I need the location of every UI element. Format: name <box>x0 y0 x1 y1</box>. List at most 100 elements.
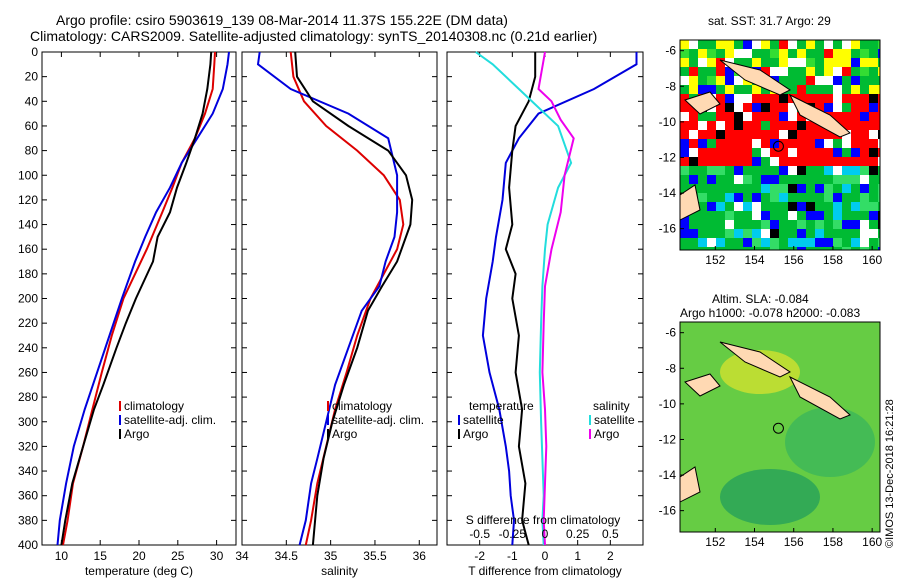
sst-cell <box>707 148 716 157</box>
sst-cell <box>788 157 797 166</box>
sst-cell <box>734 166 743 175</box>
sst-cell <box>716 94 725 103</box>
sst-cell <box>779 121 788 130</box>
sst-cell <box>779 247 788 250</box>
sst-cell <box>797 238 806 247</box>
sst-cell <box>716 112 725 121</box>
sst-cell <box>734 76 743 85</box>
sst-cell <box>734 40 743 49</box>
sst-cell <box>797 157 806 166</box>
sst-cell <box>788 238 797 247</box>
y-tick-label: 280 <box>18 390 38 404</box>
x-tick-label: -1 <box>507 549 518 563</box>
sst-cell <box>707 40 716 49</box>
sst-cell <box>770 103 779 112</box>
sst-cell <box>815 238 824 247</box>
sst-cell <box>869 211 878 220</box>
legend-label: Argo <box>332 427 358 441</box>
figure-title-line2: Climatology: CARS2009. Satellite-adjuste… <box>30 28 598 44</box>
sst-cell <box>779 184 788 193</box>
sst-cell <box>797 148 806 157</box>
sst-cell <box>716 157 725 166</box>
sst-cell <box>779 49 788 58</box>
sst-cell <box>824 202 833 211</box>
sst-cell <box>851 211 860 220</box>
series-argo <box>60 51 213 546</box>
sst-cell <box>878 247 880 250</box>
sst-cell <box>770 40 779 49</box>
sst-cell <box>725 121 734 130</box>
sst-cell <box>752 94 761 103</box>
sst-cell <box>752 112 761 121</box>
sst-cell <box>842 148 851 157</box>
sst-cell <box>761 175 770 184</box>
sst-cell <box>725 130 734 139</box>
sst-cell <box>680 94 689 103</box>
map-y-tick-label: -16 <box>659 504 677 518</box>
sst-cell <box>851 94 860 103</box>
sst-cell <box>725 112 734 121</box>
sst-cell <box>851 130 860 139</box>
sst-cell <box>698 130 707 139</box>
sst-cell <box>779 157 788 166</box>
sst-cell <box>860 166 869 175</box>
sst-cell <box>860 238 869 247</box>
sst-cell <box>797 94 806 103</box>
sst-cell <box>806 166 815 175</box>
sst-cell <box>761 238 770 247</box>
map-x-tick-label: 160 <box>862 253 882 267</box>
sla-low-blob <box>785 407 875 477</box>
sst-cell <box>698 67 707 76</box>
sst-cell <box>680 121 689 130</box>
sst-cell <box>770 175 779 184</box>
sst-cell <box>761 85 770 94</box>
sst-cell <box>806 76 815 85</box>
sst-cell <box>770 238 779 247</box>
sst-cell <box>869 112 878 121</box>
sst-cell <box>752 130 761 139</box>
sst-cell <box>761 229 770 238</box>
sst-cell <box>824 40 833 49</box>
map-x-tick-label: 160 <box>862 535 882 549</box>
sst-cell <box>743 229 752 238</box>
sst-cell <box>824 229 833 238</box>
x-tick-label: 35.5 <box>363 549 387 563</box>
sst-cell <box>869 157 878 166</box>
salinity-tick-label: -0.25 <box>499 527 527 541</box>
sst-cell <box>779 202 788 211</box>
sst-cell <box>824 139 833 148</box>
sst-cell <box>779 175 788 184</box>
sst-cell <box>788 67 797 76</box>
sst-cell <box>716 166 725 175</box>
sst-cell <box>779 40 788 49</box>
sst-cell <box>842 238 851 247</box>
sst-cell <box>869 175 878 184</box>
sst-cell <box>806 157 815 166</box>
sst-cell <box>689 85 698 94</box>
sst-cell <box>851 157 860 166</box>
sst-cell <box>770 49 779 58</box>
sst-cell <box>716 211 725 220</box>
sst-cell <box>743 130 752 139</box>
sst-cell <box>689 58 698 67</box>
sst-cell <box>833 238 842 247</box>
sst-cell <box>689 40 698 49</box>
sst-cell <box>797 211 806 220</box>
map-x-tick-label: 152 <box>705 253 725 267</box>
sst-cell <box>761 220 770 229</box>
sst-cell <box>752 202 761 211</box>
sst-cell <box>824 85 833 94</box>
sst-cell <box>689 130 698 139</box>
sst-cell <box>752 40 761 49</box>
sst-cell <box>725 193 734 202</box>
sst-cell <box>743 139 752 148</box>
sst-cell <box>869 76 878 85</box>
map-y-tick-label: -10 <box>659 115 677 129</box>
x-tick-label: 0 <box>542 549 549 563</box>
sst-cell <box>806 238 815 247</box>
x-axis-label: T difference from climatology <box>468 564 622 578</box>
sst-cell <box>716 130 725 139</box>
sst-cell <box>851 229 860 238</box>
sst-cell <box>878 67 880 76</box>
x-tick-label: 1 <box>574 549 581 563</box>
